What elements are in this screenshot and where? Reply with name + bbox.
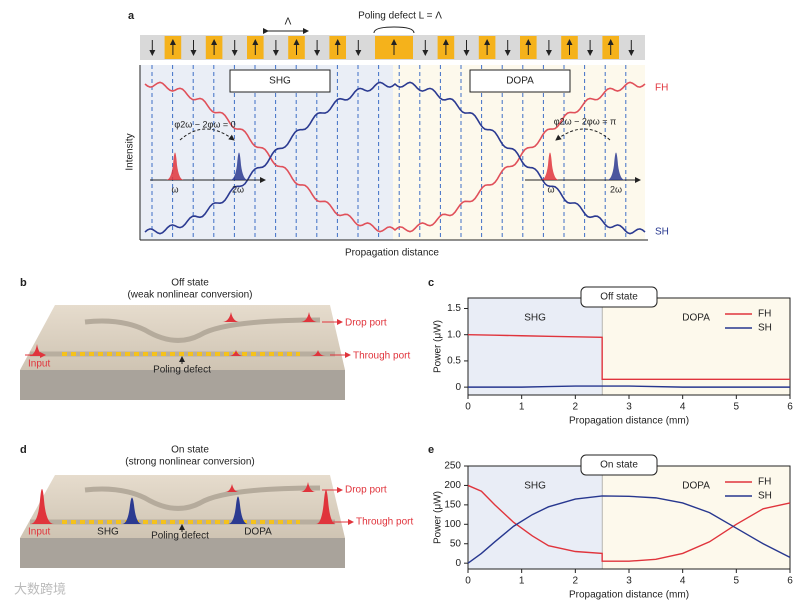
two-omega: 2ω bbox=[232, 184, 244, 194]
series-line bbox=[467, 334, 790, 380]
x-tick-label: 1 bbox=[519, 576, 525, 587]
y-tick-label: 150 bbox=[444, 500, 461, 511]
sh-pulse bbox=[230, 152, 248, 180]
region-label: DOPA bbox=[682, 481, 710, 492]
x-tick-label: 6 bbox=[787, 576, 793, 587]
sh-pulse bbox=[607, 152, 625, 180]
defect-brace bbox=[373, 26, 415, 34]
domain-lines bbox=[151, 65, 627, 240]
x-tick-label: 4 bbox=[680, 402, 686, 413]
y-tick-label: 250 bbox=[444, 461, 461, 472]
region-label: DOPA bbox=[682, 313, 710, 324]
x-tick-label: 0 bbox=[465, 402, 471, 413]
x-tick-label: 1 bbox=[519, 402, 525, 413]
y-tick-label: 0.5 bbox=[447, 356, 461, 367]
input: Input bbox=[28, 359, 50, 370]
input: Input bbox=[28, 527, 50, 538]
y-tick-label: 50 bbox=[450, 538, 462, 549]
x-tick-label: 3 bbox=[626, 576, 632, 587]
x-tick-label: 5 bbox=[734, 402, 740, 413]
dopa-label: DOPA bbox=[506, 76, 534, 87]
title-box bbox=[580, 286, 658, 308]
poling-row bbox=[140, 35, 645, 60]
defect-label: Poling defect bbox=[151, 531, 209, 542]
through-port: Through port bbox=[353, 351, 410, 362]
shg-label: SHG bbox=[97, 527, 119, 538]
x-tick-label: 2 bbox=[573, 576, 579, 587]
panel-title: Off state bbox=[171, 278, 209, 289]
fh-label: FH bbox=[655, 83, 668, 94]
fh-pulse bbox=[541, 152, 559, 180]
x-tick-label: 4 bbox=[680, 576, 686, 587]
y-tick-label: 0 bbox=[455, 558, 461, 569]
y-label: Power (μW) bbox=[433, 320, 444, 373]
drop-port: Drop port bbox=[345, 318, 387, 329]
x-tick-label: 0 bbox=[465, 576, 471, 587]
chart-title: On state bbox=[600, 460, 638, 471]
region bbox=[468, 298, 603, 395]
sh-label: SH bbox=[655, 227, 669, 238]
drop-port: Drop port bbox=[345, 485, 387, 496]
sh-curve bbox=[144, 81, 646, 235]
panel-label: b bbox=[20, 277, 27, 289]
series-line bbox=[467, 484, 791, 562]
y-tick-label: 100 bbox=[444, 519, 461, 530]
y-label: Power (μW) bbox=[433, 491, 444, 544]
y-tick-label: 1.5 bbox=[447, 303, 461, 314]
panel-label: c bbox=[428, 277, 434, 289]
chart-title: Off state bbox=[600, 292, 638, 303]
label-box bbox=[229, 69, 331, 93]
panel-label: e bbox=[428, 444, 434, 456]
panel-subtitle: (weak nonlinear conversion) bbox=[127, 290, 252, 301]
phase-label: φ2ω − 2φω = 0 bbox=[174, 119, 235, 129]
panel-label: a bbox=[128, 10, 135, 22]
y-tick-label: 1.0 bbox=[447, 329, 461, 340]
y-label: Intensity bbox=[125, 133, 136, 170]
x-label: Propagation distance (mm) bbox=[569, 590, 689, 601]
legend-label: FH bbox=[758, 309, 771, 320]
y-tick-label: 0 bbox=[455, 382, 461, 393]
title-box bbox=[580, 454, 658, 476]
omega: ω bbox=[171, 184, 178, 194]
panel-subtitle: (strong nonlinear conversion) bbox=[125, 457, 255, 468]
fh-curve bbox=[144, 81, 646, 233]
device bbox=[20, 305, 351, 400]
legend-label: SH bbox=[758, 323, 772, 334]
watermark: 大数跨境 bbox=[14, 581, 66, 596]
period-label: Λ bbox=[285, 17, 292, 28]
phase-arrow bbox=[179, 128, 235, 141]
defect-label: Poling defect L = Λ bbox=[358, 11, 442, 22]
region-label: SHG bbox=[524, 313, 546, 324]
series-line bbox=[468, 385, 790, 388]
defect-label: Poling defect bbox=[153, 365, 211, 376]
device bbox=[20, 475, 354, 568]
legend-label: FH bbox=[758, 477, 771, 488]
x-label: Propagation distance bbox=[345, 248, 439, 259]
x-tick-label: 2 bbox=[573, 402, 579, 413]
y-tick-label: 200 bbox=[444, 480, 461, 491]
fh-pulse bbox=[166, 152, 184, 180]
phase-label: φ2ω − 2φω = π bbox=[554, 116, 616, 126]
dopa-label: DOPA bbox=[244, 527, 272, 538]
x-tick-label: 3 bbox=[626, 402, 632, 413]
x-label: Propagation distance (mm) bbox=[569, 416, 689, 427]
x-tick-label: 6 bbox=[787, 402, 793, 413]
phase-arrow bbox=[555, 128, 611, 141]
shg-label: SHG bbox=[269, 76, 291, 87]
label-box bbox=[469, 69, 571, 93]
region bbox=[602, 466, 790, 569]
region-label: SHG bbox=[524, 481, 546, 492]
legend-label: SH bbox=[758, 491, 772, 502]
x-tick-label: 5 bbox=[734, 576, 740, 587]
omega: ω bbox=[547, 184, 554, 194]
panel-title: On state bbox=[171, 445, 209, 456]
series-line bbox=[467, 495, 791, 564]
through-port: Through port bbox=[356, 517, 413, 528]
two-omega: 2ω bbox=[610, 184, 622, 194]
panel-label: d bbox=[20, 444, 27, 456]
